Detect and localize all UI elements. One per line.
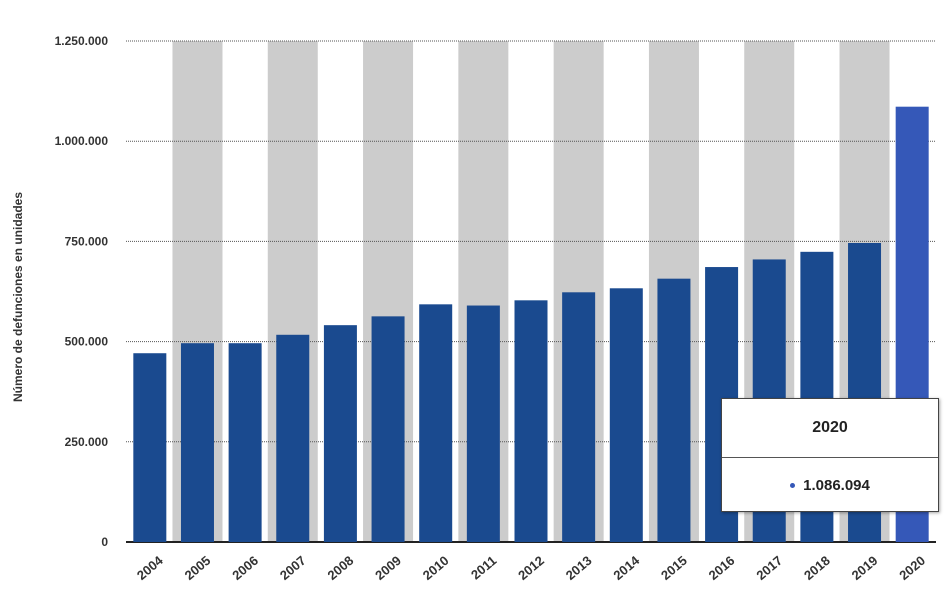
x-axis-ticks: 2004 2005 2006 2007 2008 2009 2010 2011 2012 2013… (134, 552, 928, 583)
y-axis-ticks: 0 250.000 500.000 750.000 1.000.000 1.250.000 (55, 34, 109, 549)
bar-2012 (514, 300, 548, 542)
bar-2010 (419, 304, 453, 542)
x-tick-label: 2014 (610, 552, 642, 583)
x-tick-label: 2016 (706, 553, 738, 583)
x-tick-label: 2020 (896, 553, 928, 583)
x-tick-label: 2009 (372, 553, 404, 583)
x-tick-label: 2011 (468, 553, 499, 583)
tooltip-value-row: 1.086.094 (722, 458, 938, 512)
y-axis-title: Número de defunciones en unidades (11, 192, 25, 402)
y-tick-label: 250.000 (65, 435, 109, 449)
bar-2015 (657, 278, 691, 542)
x-tick-label: 2017 (753, 553, 785, 583)
y-tick-label: 500.000 (65, 335, 109, 349)
x-tick-label: 2013 (563, 553, 595, 583)
tooltip-title: 2020 (722, 399, 938, 458)
bar-2007 (276, 334, 310, 542)
bar-2008 (323, 325, 357, 542)
x-tick-label: 2008 (325, 553, 357, 583)
bar-2011 (466, 305, 500, 542)
y-tick-label: 1.250.000 (55, 34, 109, 48)
bar-2004 (133, 353, 167, 542)
x-tick-label: 2012 (515, 553, 547, 583)
bar-2014 (609, 288, 643, 542)
x-tick-label: 2010 (420, 553, 452, 583)
y-tick-label: 750.000 (65, 234, 109, 248)
x-tick-label: 2005 (182, 553, 214, 583)
y-tick-label: 0 (101, 535, 108, 549)
x-tick-label: 2004 (134, 552, 166, 583)
y-tick-label: 1.000.000 (55, 134, 109, 148)
x-tick-label: 2006 (229, 553, 261, 583)
bar-2009 (371, 316, 405, 542)
bar-2006 (228, 343, 262, 542)
x-tick-label: 2015 (658, 553, 690, 583)
tooltip: 2020 1.086.094 (721, 398, 939, 512)
tooltip-value: 1.086.094 (803, 476, 870, 494)
x-tick-label: 2018 (801, 553, 833, 583)
x-tick-label: 2007 (277, 553, 309, 583)
tooltip-series-dot-icon (790, 482, 796, 488)
bar-2013 (562, 292, 596, 542)
x-tick-label: 2019 (849, 553, 881, 583)
bar-2005 (180, 343, 214, 542)
